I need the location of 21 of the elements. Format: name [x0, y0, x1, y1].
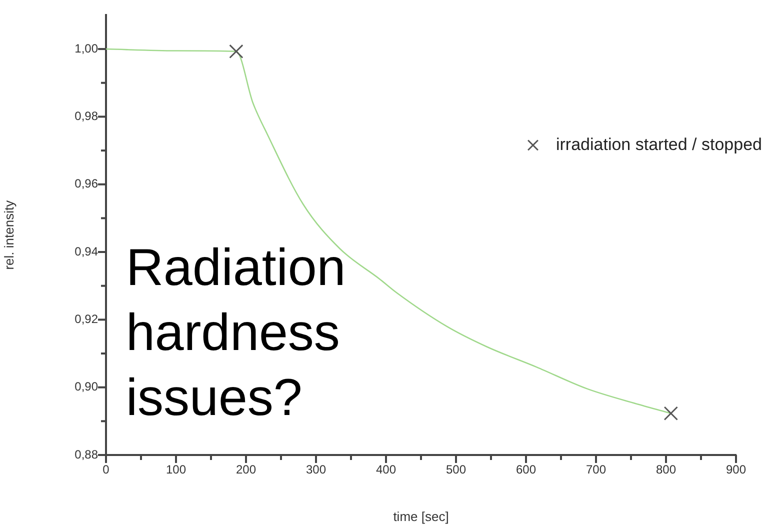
- y-tick-label: 0,90: [74, 380, 98, 394]
- legend-label: irradiation started / stopped: [556, 134, 762, 154]
- y-tick-label: 0,92: [74, 312, 98, 326]
- x-tick-label: 100: [166, 462, 186, 477]
- y-tick-label: 0,88: [74, 447, 98, 462]
- x-tick-label: 400: [376, 462, 396, 477]
- x-tick-label: 300: [306, 462, 326, 477]
- x-tick-label: 700: [586, 462, 606, 477]
- x-tick-label: 600: [516, 462, 536, 477]
- x-tick-label: 500: [446, 462, 466, 477]
- x-tick-label: 0: [102, 462, 110, 477]
- y-axis-title: rel. intensity: [1, 200, 16, 270]
- y-tick-label: 1,00: [74, 41, 98, 56]
- x-tick-label: 200: [236, 462, 256, 477]
- x-tick-label: 800: [656, 462, 676, 477]
- y-tick-label: 0,98: [74, 109, 98, 124]
- y-tick-label: 0,94: [74, 244, 98, 258]
- y-tick-label: 0,96: [74, 176, 98, 191]
- x-axis-title: time [sec]: [393, 508, 449, 524]
- annotation: Radiation hardness issues?: [126, 238, 347, 429]
- x-tick-label: 900: [726, 462, 746, 477]
